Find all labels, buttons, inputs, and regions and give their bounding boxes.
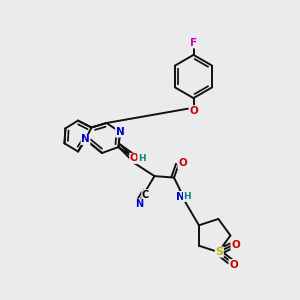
Text: F: F [190, 38, 197, 48]
Text: S: S [215, 247, 223, 257]
Text: H: H [183, 192, 191, 201]
Text: N: N [135, 199, 144, 209]
Text: C: C [142, 190, 149, 200]
Text: N: N [176, 191, 185, 202]
Text: O: O [189, 106, 198, 116]
Text: O: O [178, 158, 187, 169]
Text: N: N [81, 134, 90, 145]
Text: O: O [229, 260, 238, 270]
Text: H: H [138, 154, 146, 163]
Text: N: N [116, 127, 124, 137]
Text: O: O [130, 153, 139, 164]
Text: O: O [231, 240, 240, 250]
